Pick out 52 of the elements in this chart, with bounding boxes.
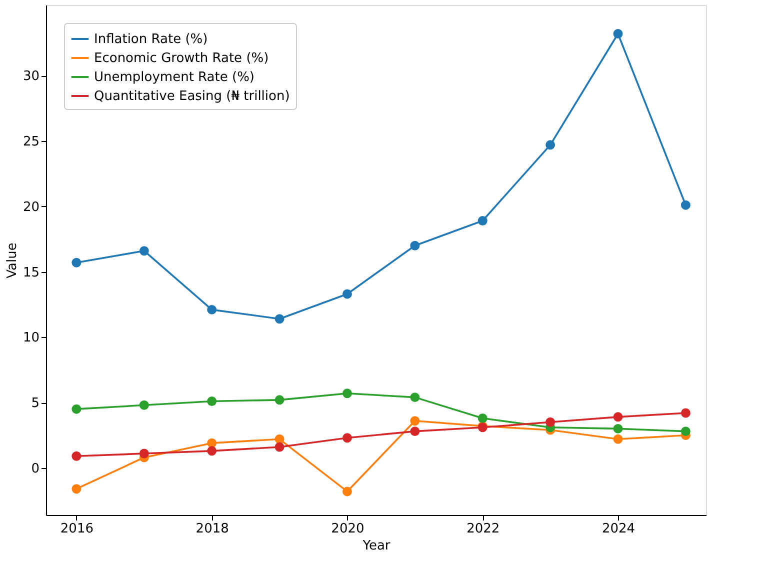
point xyxy=(274,434,284,444)
point xyxy=(546,140,556,150)
point xyxy=(207,438,217,448)
y-tick-label: 5 xyxy=(31,396,40,412)
point xyxy=(478,216,488,226)
point xyxy=(139,448,149,458)
point xyxy=(410,426,420,436)
point xyxy=(613,412,623,422)
point xyxy=(613,434,623,444)
point xyxy=(72,404,82,414)
point xyxy=(680,200,690,210)
y-tick-label: 25 xyxy=(22,134,40,150)
point xyxy=(478,413,488,423)
point xyxy=(274,442,284,452)
point xyxy=(680,426,690,436)
legend-label: Quantitative Easing (₦ trillion) xyxy=(94,89,290,104)
x-tick-label: 2016 xyxy=(60,522,94,536)
point xyxy=(207,304,217,314)
legend-label: Economic Growth Rate (%) xyxy=(94,51,269,66)
x-tick-label: 2018 xyxy=(196,522,229,536)
x-tick-label: 2024 xyxy=(602,522,636,536)
y-tick-label: 30 xyxy=(22,69,40,84)
point xyxy=(342,433,352,443)
point xyxy=(680,408,690,418)
point xyxy=(72,258,82,268)
point xyxy=(72,451,82,461)
point xyxy=(613,424,623,434)
point xyxy=(410,392,420,402)
point xyxy=(410,416,420,426)
point xyxy=(207,396,217,406)
legend-label: Inflation Rate (%) xyxy=(94,32,208,47)
point xyxy=(613,29,623,39)
y-tick-label: 10 xyxy=(22,330,40,346)
y-tick-label: 20 xyxy=(22,200,40,215)
point xyxy=(342,486,352,496)
point xyxy=(410,240,420,250)
point xyxy=(139,400,149,410)
x-tick-label: 2022 xyxy=(466,522,500,536)
point xyxy=(139,246,149,256)
point xyxy=(342,289,352,299)
y-tick-label: 0 xyxy=(31,461,40,476)
x-tick-label: 2020 xyxy=(331,522,364,536)
y-tick-label: 15 xyxy=(22,265,40,280)
point xyxy=(274,395,284,405)
legend-label: Unemployment Rate (%) xyxy=(94,70,254,85)
point xyxy=(207,446,217,456)
point xyxy=(72,484,82,494)
point xyxy=(274,314,284,324)
point xyxy=(546,417,556,427)
point xyxy=(342,388,352,398)
y-axis-title: Value xyxy=(4,242,20,278)
x-axis-title: Year xyxy=(362,538,391,554)
